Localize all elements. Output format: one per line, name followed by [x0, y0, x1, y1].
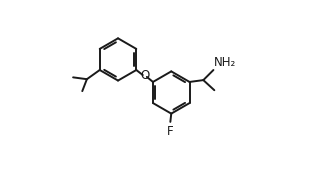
Text: F: F — [167, 125, 174, 138]
Text: NH₂: NH₂ — [214, 56, 236, 69]
Text: O: O — [140, 70, 149, 83]
